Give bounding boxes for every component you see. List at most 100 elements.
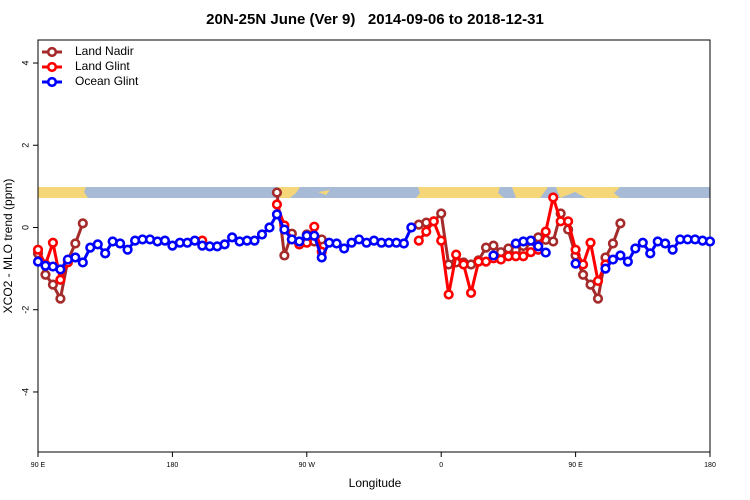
data-point [548, 236, 559, 247]
y-tick-label: -4 [20, 388, 30, 396]
data-point [271, 209, 283, 220]
data-point [398, 238, 409, 249]
data-point [704, 236, 716, 247]
data-point [540, 247, 551, 258]
data-point [122, 244, 133, 255]
data-point [630, 243, 641, 254]
data-point [294, 236, 305, 247]
data-point [533, 241, 544, 252]
data-point [309, 221, 320, 232]
land [556, 187, 620, 198]
data-point [548, 192, 559, 203]
data-point [309, 230, 320, 241]
data-point [451, 249, 462, 260]
land [416, 187, 504, 198]
chart-title: 20N-25N June (Ver 9) 2014-09-06 to 2018-… [206, 11, 544, 28]
data-point [518, 251, 529, 262]
data-point [159, 235, 171, 246]
x-axis-label: Longitude [349, 476, 402, 490]
data-point [488, 250, 499, 261]
data-point [47, 279, 59, 290]
data-point [592, 275, 604, 287]
x-tick-label: 0 [439, 462, 443, 469]
data-point [339, 243, 350, 254]
data-point [585, 279, 596, 290]
data-point [189, 235, 200, 246]
legend-marker [46, 76, 58, 88]
data-point [615, 250, 626, 261]
data-point [607, 238, 619, 249]
data-point [70, 252, 81, 263]
data-point [570, 258, 581, 269]
data-point [77, 218, 88, 229]
data-point [32, 244, 44, 255]
data-point [264, 222, 275, 233]
data-point [55, 293, 66, 304]
legend-label: Ocean Glint [75, 74, 139, 88]
data-point [316, 252, 327, 263]
data-point [77, 257, 88, 268]
data-point [249, 235, 260, 246]
data-point [615, 218, 626, 229]
x-tick-label: 90 E [31, 462, 46, 469]
data-point [465, 287, 477, 298]
land [512, 187, 548, 198]
data-point [279, 250, 290, 261]
x-tick-label: 90 W [299, 462, 316, 469]
data-point [600, 263, 611, 274]
x-tick-label: 180 [167, 462, 179, 469]
ocean-strip [38, 187, 710, 198]
data-point [436, 235, 447, 246]
data-point [219, 239, 230, 250]
data-point [271, 187, 283, 198]
data-point [645, 248, 656, 259]
data-point [540, 226, 551, 237]
data-point [92, 239, 103, 250]
data-point [592, 293, 604, 304]
legend-marker [46, 61, 58, 73]
y-axis-label: XCO2 - MLO trend (ppm) [1, 179, 15, 314]
legend-marker [46, 46, 58, 58]
data-point [279, 224, 290, 235]
x-tick-label: 90 E [568, 462, 583, 469]
data-point [458, 259, 469, 270]
data-point [667, 244, 678, 255]
data-point [525, 235, 536, 246]
land [278, 187, 300, 198]
x-tick-label: 180 [704, 462, 716, 469]
data-point [607, 254, 619, 265]
data-point [577, 269, 589, 280]
data-point [40, 269, 51, 280]
data-point [227, 232, 238, 243]
data-point [660, 238, 671, 249]
data-point [622, 256, 633, 267]
data-point [413, 235, 424, 246]
data-point [428, 216, 439, 227]
data-point [563, 216, 574, 227]
y-tick-label: -2 [20, 306, 30, 314]
legend-label: Land Glint [75, 59, 130, 73]
data-point [406, 222, 417, 233]
data-point [271, 199, 283, 210]
data-point [585, 237, 596, 248]
data-point [331, 238, 342, 249]
data-point [55, 274, 66, 285]
data-point [32, 256, 44, 267]
data-point [436, 208, 447, 219]
data-point [100, 248, 111, 259]
data-point [256, 229, 268, 240]
legend-label: Land Nadir [75, 44, 134, 58]
data-point [47, 237, 59, 248]
map-strip [38, 187, 710, 198]
land [318, 190, 330, 195]
data-point [443, 289, 454, 300]
data-point [488, 240, 499, 251]
y-tick-label: 4 [20, 61, 30, 66]
land [38, 187, 88, 198]
y-tick-label: 2 [20, 143, 30, 148]
data-point [70, 238, 81, 249]
data-point [115, 238, 126, 249]
data-point [637, 237, 648, 248]
data-point [55, 264, 66, 275]
